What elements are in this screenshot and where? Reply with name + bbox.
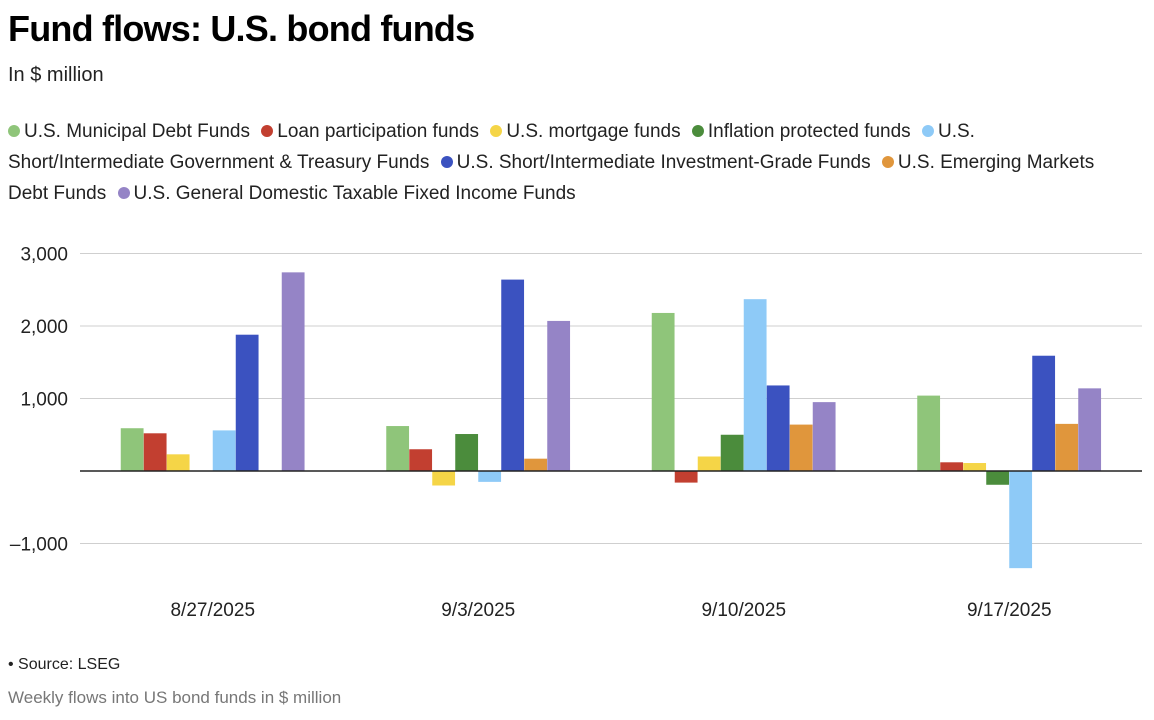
bar [1055,423,1079,471]
bar [547,320,571,471]
legend-item: Loan participation funds [261,121,479,142]
bar [963,463,987,471]
bar [674,471,698,483]
y-tick-label: 1,000 [20,390,68,411]
bar [1032,355,1056,471]
legend-item: U.S. Municipal Debt Funds [8,121,250,142]
bar [720,434,744,471]
legend-item: U.S. Emerging Markets Debt Funds [8,152,1094,204]
legend-item: U.S. mortgage funds [490,121,681,142]
bar [212,430,236,471]
bar [743,299,767,471]
legend-label: U.S. Municipal Debt Funds [24,121,250,142]
x-tick-label: 8/27/2025 [170,600,255,621]
x-tick-label: 9/3/2025 [441,600,515,621]
legend-item: U.S. Short/Intermediate Investment-Grade… [440,152,871,173]
legend-item: U.S. Short/Intermediate Government & Tre… [8,121,975,173]
chart-subtitle: In $ million [8,64,104,86]
legend-swatch [440,156,453,168]
legend-item: U.S. General Domestic Taxable Fixed Inco… [117,183,576,204]
legend-label: Inflation protected funds [707,121,911,142]
legend-item: Inflation protected funds [691,121,911,142]
legend-swatch [261,125,274,137]
legend-swatch [8,125,20,137]
bar [386,426,410,471]
bar [281,272,305,471]
legend-label: U.S. mortgage funds [506,121,681,142]
bar [651,312,675,471]
bar [120,428,144,471]
y-tick-label: 2,000 [20,317,68,338]
bar [812,402,836,471]
legend-swatch [490,125,503,137]
chart-title: Fund flows: U.S. bond funds [8,8,475,49]
legend-swatch [117,187,130,199]
y-tick-label: –1,000 [10,535,68,556]
bar [766,385,790,471]
legend-swatch [921,125,934,137]
bar-chart: 3,000 2,000 1,000 –1,000 8/27/2025 9/3/2025 9/… [10,245,1142,621]
bar [524,458,548,471]
bar [986,471,1010,485]
bar [409,449,433,471]
y-tick-label: 3,000 [20,245,68,266]
legend-label: U.S. Emerging Markets Debt Funds [8,152,1095,204]
x-tick-label: 9/10/2025 [701,600,786,621]
bar [455,434,479,471]
bar [1078,388,1102,471]
caption-note: Weekly flows into US bond funds in $ mil… [8,688,342,707]
legend-label: Loan participation funds [277,121,480,142]
bar [143,433,167,471]
bar [235,334,259,471]
bar [917,395,941,471]
bar [432,471,456,486]
legend-swatch [881,156,894,168]
bar [166,454,190,471]
legend-label: U.S. General Domestic Taxable Fixed Inco… [133,183,576,204]
bar [697,456,721,471]
legend-label: U.S. Short/Intermediate Government & Tre… [8,121,975,173]
bar [1009,471,1033,569]
bar [789,424,813,471]
legend-label: U.S. Short/Intermediate Investment-Grade… [456,152,871,173]
bar [501,279,525,471]
x-tick-label: 9/17/2025 [967,600,1052,621]
source-note: • Source: LSEG [8,656,121,673]
chart-legend: U.S. Municipal Debt Funds Loan participa… [8,116,1128,209]
legend-swatch [691,125,704,137]
bar [940,462,964,471]
bar [478,471,502,482]
